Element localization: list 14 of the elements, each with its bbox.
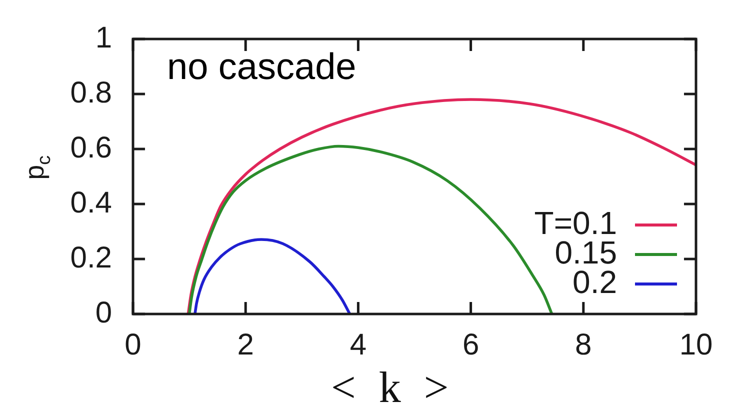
annotation: no cascade <box>167 46 356 88</box>
y-tick-label: 0.4 <box>70 186 112 220</box>
y-tick-label: 0.6 <box>70 131 112 164</box>
y-tick-label: 1 <box>95 21 112 54</box>
x-axis-title: < k > <box>331 363 449 406</box>
x-tick-label: 10 <box>679 328 713 362</box>
y-tick-label: 0.2 <box>70 241 112 274</box>
y-tick-label: 0.8 <box>70 76 112 110</box>
x-tick-label: 0 <box>124 328 142 362</box>
y-tick-label: 0 <box>95 296 112 330</box>
x-tick-label: 2 <box>237 328 254 362</box>
x-tick-label: 4 <box>350 328 367 362</box>
x-tick-label: 8 <box>575 328 592 362</box>
x-tick-label: 6 <box>462 328 480 362</box>
